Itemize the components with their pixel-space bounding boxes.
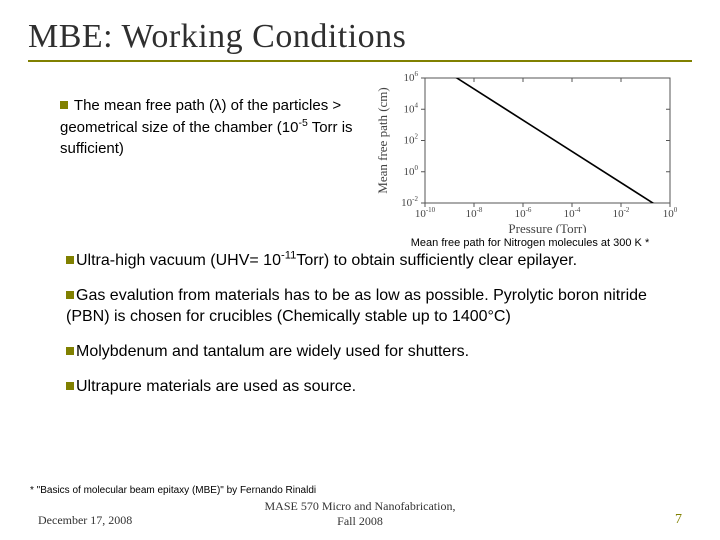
bullet-item: Gas evalution from materials has to be a…	[66, 286, 680, 328]
svg-text:10-2: 10-2	[613, 206, 630, 220]
bullet-item: Ultra-high vacuum (UHV= 10-11Torr) to ob…	[66, 249, 680, 272]
svg-text:100: 100	[404, 164, 419, 178]
footnote: * "Basics of molecular beam epitaxy (MBE…	[30, 485, 316, 496]
svg-text:Pressure (Torr): Pressure (Torr)	[508, 221, 586, 233]
svg-text:10-8: 10-8	[466, 206, 483, 220]
chart-caption: Mean free path for Nitrogen molecules at…	[411, 237, 649, 249]
svg-text:100: 100	[663, 206, 678, 220]
footer-course: MASE 570 Micro and Nanofabrication, Fall…	[208, 499, 512, 528]
bullet-text: Ultra-high vacuum (UHV= 10-11Torr) to ob…	[76, 252, 577, 269]
top-row: The mean free path (λ) of the particles …	[28, 68, 692, 249]
svg-text:10-10: 10-10	[415, 206, 436, 220]
bullet-square-icon	[66, 347, 74, 355]
title-underline	[28, 60, 692, 62]
bullet-square-icon	[60, 101, 68, 109]
footer: December 17, 2008 MASE 570 Micro and Nan…	[0, 499, 720, 528]
svg-text:10-6: 10-6	[515, 206, 532, 220]
bullet-text: Molybdenum and tantalum are widely used …	[76, 343, 469, 360]
svg-text:102: 102	[404, 133, 419, 147]
bullet-item: Molybdenum and tantalum are widely used …	[66, 342, 680, 363]
bullet-square-icon	[66, 382, 74, 390]
svg-text:10-2: 10-2	[401, 195, 418, 209]
footer-course-line2: Fall 2008	[337, 514, 383, 528]
svg-text:106: 106	[404, 70, 419, 84]
top-text-content: The mean free path (λ) of the particles …	[60, 97, 353, 157]
bullet-list: Ultra-high vacuum (UHV= 10-11Torr) to ob…	[28, 249, 692, 397]
bullet-item: Ultrapure materials are used as source.	[66, 377, 680, 398]
bullet-square-icon	[66, 256, 74, 264]
page-title: MBE: Working Conditions	[28, 18, 692, 56]
footer-course-line1: MASE 570 Micro and Nanofabrication,	[265, 499, 456, 513]
svg-text:Mean free path (cm): Mean free path (cm)	[375, 87, 390, 193]
svg-text:104: 104	[404, 101, 419, 115]
bullet-text: Ultrapure materials are used as source.	[76, 378, 356, 395]
footer-date: December 17, 2008	[38, 513, 208, 528]
mean-free-path-chart: 10-10 10-8 10-6 10-4 10-2 100 10-2 100 102 104 106…	[370, 68, 690, 233]
bullet-square-icon	[66, 291, 74, 299]
bullet-text: Gas evalution from materials has to be a…	[66, 287, 647, 325]
chart-container: 10-10 10-8 10-6 10-4 10-2 100 10-2 100 102 104 106…	[368, 68, 692, 249]
svg-text:10-4: 10-4	[564, 206, 581, 220]
footer-page-number: 7	[512, 512, 682, 528]
top-bullet-text: The mean free path (λ) of the particles …	[28, 68, 368, 249]
